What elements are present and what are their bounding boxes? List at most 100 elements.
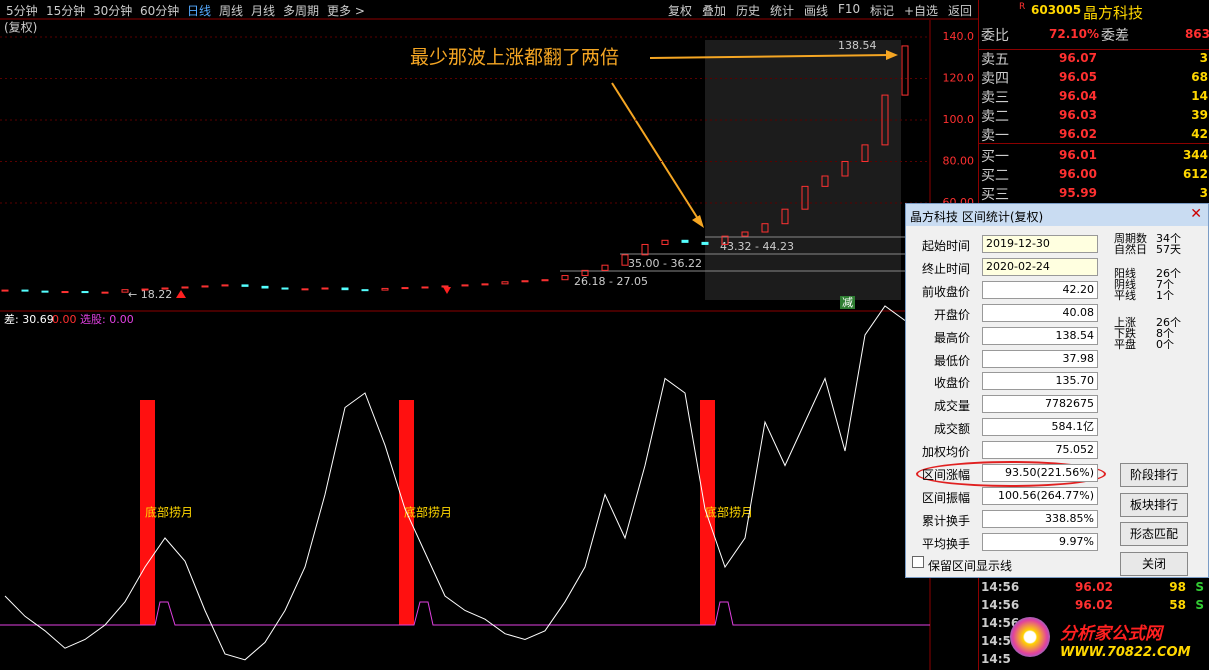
field-value: 2020-02-24 (982, 257, 1098, 276)
tick-volume: 98 (1169, 580, 1186, 594)
book-price: 96.03 (1059, 108, 1097, 122)
stat-label: 下跌 (1114, 327, 1136, 340)
dialog-button[interactable]: 板块排行 (1120, 492, 1188, 517)
signal-label: 底部捞月 (404, 505, 452, 520)
book-label: 卖五 (981, 52, 1009, 68)
candle (261, 285, 269, 289)
book-price: 96.05 (1059, 70, 1097, 84)
candle (801, 185, 809, 210)
action-button[interactable]: +自选 (904, 4, 939, 18)
field-label: 累计换手 (921, 513, 970, 528)
stat-value: 26个 (1156, 267, 1181, 280)
dialog-button[interactable]: 关闭 (1120, 551, 1188, 576)
stat-value: 8个 (1156, 327, 1174, 340)
action-button[interactable]: 标记 (870, 4, 895, 18)
field-label: 区间振幅 (921, 490, 970, 505)
book-volume: 3 (1199, 51, 1208, 65)
period-tab[interactable]: 5分钟 (6, 4, 38, 18)
candle (341, 287, 349, 291)
signal-label: 底部捞月 (705, 505, 753, 520)
period-tab[interactable]: 60分钟 (140, 4, 180, 18)
candle (441, 285, 449, 288)
stat-label: 阳线 (1114, 267, 1136, 280)
period-tab[interactable]: 多周期 (283, 4, 320, 18)
indicator-line (4, 305, 906, 661)
field-value: 37.98 (982, 349, 1098, 368)
y-tick-label: 100.0 (943, 113, 975, 126)
field-label: 平均换手 (921, 536, 970, 551)
checkbox-label[interactable]: 保留区间显示线 (928, 559, 1013, 573)
watermark-url: WWW.70822.COM (1060, 645, 1191, 660)
book-volume: 14 (1191, 89, 1208, 103)
stat-label: 阴线 (1114, 278, 1136, 291)
book-volume: 39 (1191, 108, 1208, 122)
book-price: 96.02 (1059, 127, 1097, 141)
candle (301, 288, 309, 291)
candle (101, 291, 109, 294)
candle (661, 239, 669, 245)
stat-label: 周期数 (1114, 232, 1147, 245)
candle (621, 254, 629, 266)
candle (561, 275, 569, 281)
tick-price: 96.02 (1075, 580, 1113, 594)
range-highlight (705, 40, 901, 300)
period-tab[interactable]: 30分钟 (93, 4, 133, 18)
book-label: 卖一 (981, 128, 1009, 144)
tick-side: S (1195, 598, 1204, 612)
candle (861, 144, 869, 162)
field-label: 最低价 (933, 353, 970, 368)
field-label: 终止时间 (921, 261, 970, 276)
book-price: 96.07 (1059, 51, 1097, 65)
action-button[interactable]: 复权 (668, 4, 693, 18)
action-button[interactable]: 返回 (948, 4, 973, 18)
signal-bar (700, 400, 715, 625)
action-button[interactable]: F10 (838, 2, 861, 16)
field-value: 338.85% (982, 509, 1098, 528)
candle (701, 241, 709, 245)
stat-label: 平盘 (1114, 338, 1136, 351)
candle (1, 289, 9, 292)
book-volume: 68 (1191, 70, 1208, 84)
stat-label: 平线 (1114, 289, 1136, 302)
dialog-button[interactable]: 阶段排行 (1120, 463, 1188, 487)
candle (781, 208, 789, 225)
field-value: 93.50(221.56%) (982, 464, 1098, 482)
candle (381, 287, 389, 291)
field-value: 138.54 (982, 326, 1098, 345)
price-label: ← 18.22 (128, 288, 172, 301)
stat-value: 57天 (1156, 243, 1181, 256)
stat-label: 自然日 (1114, 243, 1147, 256)
period-tab[interactable]: 月线 (251, 4, 276, 18)
arrow (611, 82, 701, 223)
period-tab[interactable]: 日线 (187, 4, 212, 18)
book-label: 买二 (981, 168, 1009, 184)
book-volume: 3 (1199, 186, 1208, 200)
action-button[interactable]: 统计 (770, 4, 795, 18)
checkbox[interactable] (912, 556, 924, 568)
book-volume: 612 (1182, 167, 1208, 181)
period-tab[interactable]: 周线 (219, 4, 244, 18)
stat-value: 34个 (1156, 232, 1181, 245)
highlight-ellipse (916, 461, 1106, 487)
period-tab[interactable]: 更多 > (327, 4, 365, 18)
dialog-button[interactable]: 形态匹配 (1120, 522, 1188, 546)
y-tick-label: 80.00 (943, 154, 975, 167)
signal-label: 底部捞月 (145, 505, 193, 520)
field-label: 起始时间 (921, 239, 970, 253)
close-x[interactable]: ✕ (1190, 206, 1202, 222)
action-button[interactable]: 叠加 (702, 4, 727, 18)
price-label: 43.32 - 44.23 (720, 240, 794, 253)
action-button[interactable]: 历史 (736, 4, 761, 18)
candle (481, 283, 489, 286)
y-tick-label: 120.0 (943, 71, 975, 84)
candle (41, 290, 49, 293)
action-button[interactable]: 画线 (804, 4, 829, 18)
period-tab[interactable]: 15分钟 (46, 4, 86, 18)
diff-label: 委差 (1101, 28, 1129, 44)
tick-price: 96.02 (1075, 598, 1113, 612)
signal-up (443, 287, 451, 294)
diff: 863 (1184, 27, 1209, 41)
dialog-titlebar (906, 204, 1208, 226)
field-value: 42.20 (982, 280, 1098, 299)
field-label: 开盘价 (933, 307, 970, 322)
